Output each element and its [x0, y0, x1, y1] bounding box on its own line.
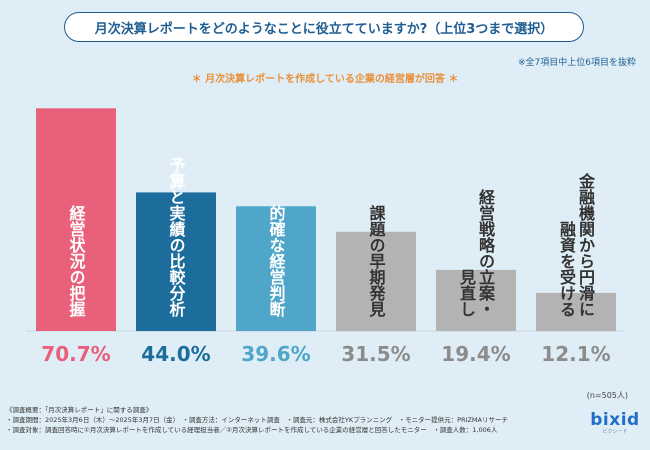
respondents-note: ＊ 月次決算レポートを作成している企業の経営層が回答 ＊ [191, 74, 459, 85]
category-label: 予算と実績の比較分析 [167, 157, 186, 318]
category-label: 的確な経営判断 [267, 204, 286, 318]
value-label: 12.1% [541, 342, 610, 366]
value-label: 70.7% [41, 342, 110, 366]
bixid-logo: bixid ビクシード [587, 410, 643, 435]
bar [36, 108, 116, 331]
category-label: 経営状況の把握 [67, 204, 86, 318]
bar [436, 269, 516, 331]
category-label: 見直し [457, 269, 477, 317]
bar [236, 206, 316, 331]
logo-subtext: ビクシード [602, 429, 628, 435]
category-label: 融資を受ける [557, 221, 576, 317]
sample-size: (n=505人) [586, 391, 628, 400]
value-label: 31.5% [341, 342, 410, 366]
value-label: 39.6% [241, 342, 310, 366]
survey-footer: 《調査概要：「月次決算レポート」に関する調査》 ・調査期間：2025年3月6日（… [6, 405, 566, 435]
footer-line: 《調査概要：「月次決算レポート」に関する調査》 [6, 406, 153, 414]
category-label: 経営戦略の立案・ [476, 188, 496, 317]
footer-line: ・調査対象：調査回答時に①月次決算レポートを作成している経理担当者／②月次決算レ… [6, 426, 498, 434]
bar [136, 192, 216, 331]
logo-word: bixid [590, 410, 640, 430]
category-label: 金融機関から円滑に [576, 172, 596, 317]
bar [536, 292, 616, 331]
value-label: 44.0% [141, 342, 210, 366]
category-label: 課題の早期発見 [367, 204, 387, 318]
footer-line: ・調査期間：2025年3月6日（木）〜2025年3月7日（金） ・調査方法：イン… [6, 416, 508, 424]
chart-title-box: 月次決算レポートをどのようなことに役立てていますか?（上位3つまで選択） [64, 12, 584, 42]
items-note: ※全7項目中上位6項目を抜粋 [518, 58, 636, 68]
bar [336, 231, 416, 331]
chart-title: 月次決算レポートをどのようなことに役立てていますか?（上位3つまで選択） [94, 21, 554, 37]
value-label: 19.4% [441, 342, 510, 366]
